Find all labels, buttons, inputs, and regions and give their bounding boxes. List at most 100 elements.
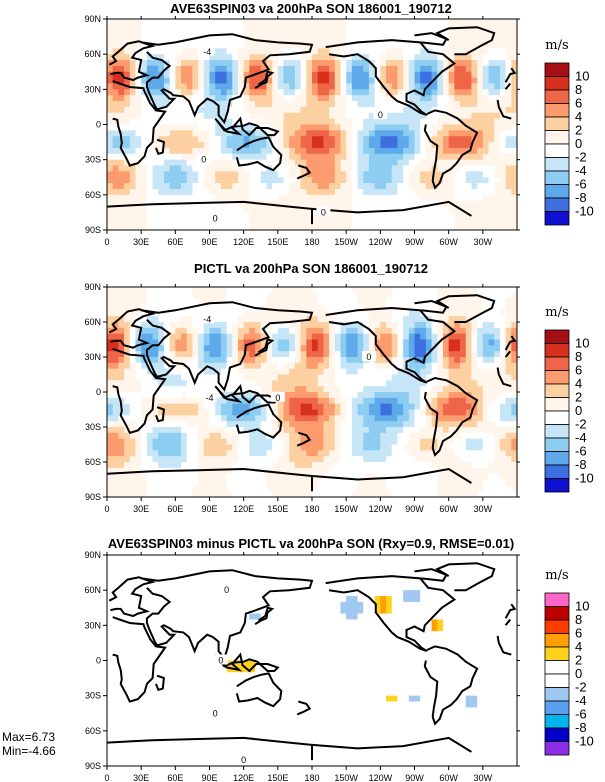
grid-cell	[408, 36, 416, 44]
grid-cell	[209, 77, 216, 85]
grid-cell	[511, 48, 517, 55]
grid-cell	[425, 415, 433, 422]
grid-cell	[482, 165, 490, 172]
grid-cell	[135, 106, 142, 114]
grid-cell	[477, 71, 484, 79]
grid-cell	[215, 54, 222, 61]
grid-cell	[198, 188, 205, 196]
grid-cell	[340, 30, 347, 38]
grid-cell	[124, 456, 131, 463]
grid-cell	[226, 450, 233, 457]
grid-cell	[203, 462, 211, 469]
grid-cell	[386, 374, 393, 381]
grid-cell	[431, 83, 438, 90]
grid-cell	[158, 345, 165, 352]
grid-cell	[260, 30, 268, 38]
grid-cell	[226, 421, 233, 428]
grid-cell	[351, 345, 359, 352]
grid-cell	[186, 212, 194, 219]
grid-cell	[226, 432, 233, 440]
grid-cell	[511, 368, 517, 376]
grid-cell	[232, 206, 239, 214]
grid-cell	[249, 165, 256, 172]
grid-cell	[232, 298, 239, 306]
grid-cell	[317, 392, 324, 399]
grid-cell	[232, 89, 239, 96]
grid-cell	[323, 194, 330, 202]
grid-cell	[403, 333, 410, 341]
colorbar-unit: m/s	[545, 38, 568, 53]
grid-cell	[397, 339, 404, 346]
grid-cell	[397, 322, 404, 329]
grid-cell	[141, 177, 148, 184]
grid-cell	[357, 24, 364, 32]
grid-cell	[386, 118, 393, 126]
grid-cell	[152, 212, 159, 219]
grid-cell	[408, 345, 416, 352]
grid-cell	[374, 19, 381, 26]
grid-cell	[192, 351, 199, 358]
grid-cell	[488, 333, 495, 341]
grid-cell	[471, 351, 478, 358]
grid-cell	[357, 194, 364, 202]
grid-cell	[266, 397, 273, 405]
grid-cell	[317, 118, 324, 126]
grid-cell	[124, 153, 131, 161]
grid-cell	[283, 218, 290, 225]
grid-cell	[186, 124, 194, 131]
colorbar-swatch	[544, 130, 570, 145]
grid-cell	[289, 77, 296, 85]
grid-cell	[323, 397, 330, 405]
grid-cell	[357, 432, 364, 440]
grid-cell	[505, 287, 512, 294]
grid-cell	[146, 71, 154, 79]
grid-cell	[129, 357, 137, 364]
grid-cell	[277, 142, 285, 149]
grid-cell	[163, 392, 171, 399]
grid-cell	[306, 159, 313, 167]
grid-cell	[420, 409, 427, 416]
grid-cell	[408, 450, 416, 457]
grid-cell	[494, 147, 501, 155]
grid-cell	[391, 421, 399, 428]
grid-cell	[198, 292, 205, 300]
grid-cell	[499, 397, 507, 405]
grid-cell	[346, 106, 353, 114]
grid-cell	[386, 106, 393, 114]
grid-cell	[249, 224, 256, 230]
grid-cell	[129, 212, 137, 219]
grid-cell	[158, 194, 165, 202]
contour-label-bg	[200, 45, 215, 56]
grid-cell	[124, 101, 131, 108]
grid-cell	[505, 357, 512, 364]
grid-cell	[163, 101, 171, 108]
grid-cell	[277, 118, 285, 126]
grid-cell	[209, 432, 216, 440]
grid-cell	[283, 392, 290, 399]
grid-cell	[488, 444, 495, 451]
grid-cell	[129, 112, 137, 120]
grid-cell	[391, 409, 399, 416]
grid-cell	[420, 118, 427, 126]
grid-cell	[425, 24, 433, 32]
grid-cell	[408, 374, 416, 381]
grid-cell	[357, 345, 364, 352]
grid-cell	[203, 292, 211, 300]
grid-cell	[272, 456, 279, 463]
grid-cell	[112, 95, 119, 102]
grid-cell	[232, 200, 239, 208]
grid-cell	[437, 224, 444, 230]
grid-cell	[277, 89, 285, 96]
grid-cell	[283, 24, 290, 32]
grid-cell	[437, 351, 444, 358]
grid-cell	[329, 298, 336, 306]
grid-cell	[391, 224, 399, 230]
grid-cell	[249, 287, 256, 294]
grid-cell	[403, 327, 410, 335]
grid-cell	[368, 450, 376, 457]
grid-cell	[272, 287, 279, 294]
grid-cell	[511, 298, 517, 306]
grid-cell	[181, 112, 188, 120]
grid-cell	[414, 380, 421, 387]
grid-cell	[169, 392, 176, 399]
